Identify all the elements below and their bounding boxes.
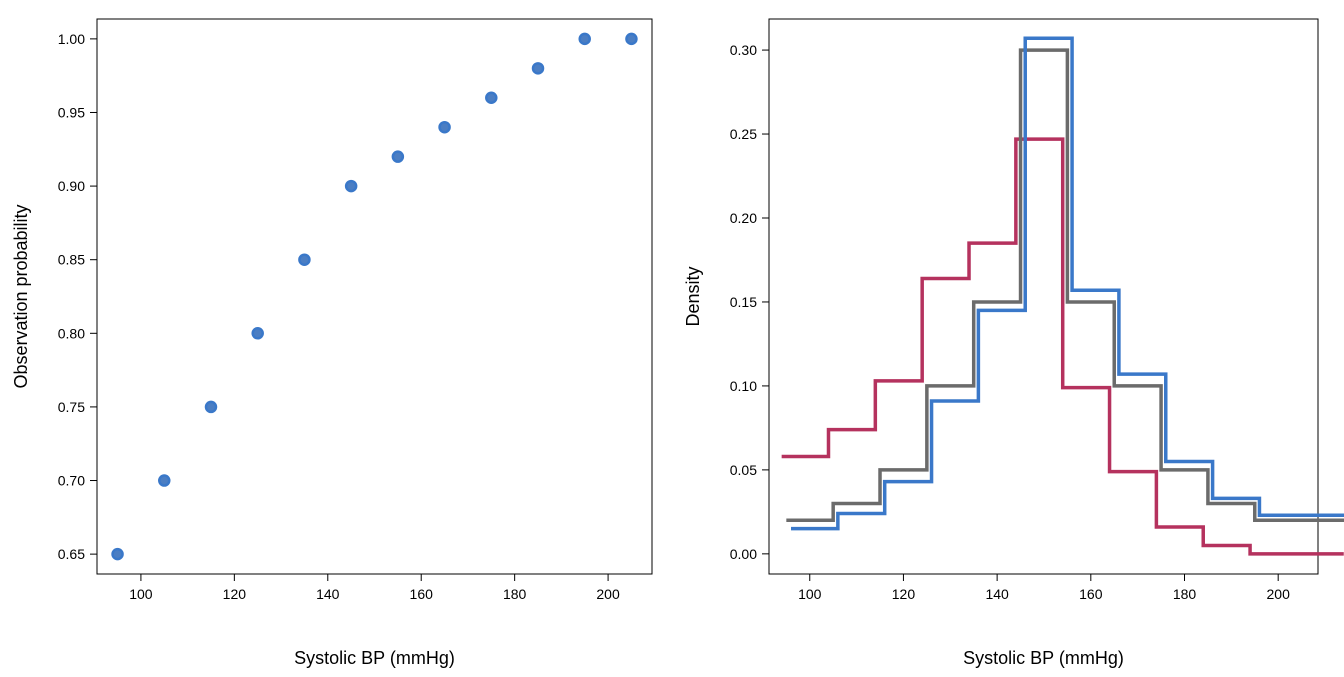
left-y-tick-label: 0.70 bbox=[58, 473, 85, 489]
left-y-tick-label: 0.95 bbox=[58, 104, 85, 120]
right-plot-frame bbox=[768, 18, 1319, 575]
data-point bbox=[251, 327, 264, 340]
right-y-tick-label: 0.15 bbox=[730, 294, 757, 310]
left-y-tick-label: 0.75 bbox=[58, 399, 85, 415]
right-y-axis: 0.00 0.05 0.10 0.15 0.20 0.25 0.30 bbox=[730, 42, 769, 562]
left-y-tick-label: 1.00 bbox=[58, 31, 85, 47]
right-x-axis-label: Systolic BP (mmHg) bbox=[963, 648, 1124, 668]
left-x-axis-label: Systolic BP (mmHg) bbox=[294, 648, 455, 668]
right-y-tick-label: 0.20 bbox=[730, 210, 757, 226]
left-x-tick-label: 160 bbox=[410, 586, 434, 602]
right-y-tick-label: 0.30 bbox=[730, 42, 757, 58]
right-x-axis: 100 120 140 160 180 200 bbox=[798, 574, 1290, 602]
left-y-tick-label: 0.85 bbox=[58, 252, 85, 268]
left-x-tick-label: 100 bbox=[129, 586, 153, 602]
right-y-tick-label: 0.00 bbox=[730, 546, 757, 562]
left-panel-scatter: 100 120 140 160 180 200 0.650.700.750.800.850… bbox=[11, 18, 653, 668]
data-point bbox=[391, 150, 405, 163]
right-y-axis-label: Density bbox=[683, 266, 703, 326]
left-x-tick-label: 200 bbox=[596, 586, 620, 602]
left-x-tick-label: 180 bbox=[503, 586, 527, 602]
right-y-tick-label: 0.25 bbox=[730, 126, 757, 142]
right-x-tick-label: 100 bbox=[798, 586, 822, 602]
data-point bbox=[485, 91, 498, 105]
data-point bbox=[344, 179, 358, 193]
left-plot-frame bbox=[96, 18, 653, 575]
data-point bbox=[438, 120, 451, 134]
left-x-tick-label: 140 bbox=[316, 586, 340, 602]
data-point bbox=[531, 62, 545, 75]
left-y-tick-label: 0.65 bbox=[58, 546, 85, 562]
right-y-tick-label: 0.05 bbox=[730, 462, 757, 478]
data-point bbox=[111, 547, 124, 561]
data-point bbox=[625, 32, 638, 46]
data-point bbox=[298, 253, 311, 266]
left-data-points bbox=[111, 32, 638, 561]
left-y-axis: 0.65 0.70 0.75 0.80 0.85 0.90 0.95 1.00 bbox=[58, 31, 97, 562]
left-x-axis: 100 120 140 160 180 200 bbox=[129, 574, 620, 602]
density-series-2 bbox=[786, 48, 1344, 523]
left-y-tick-label: 0.80 bbox=[58, 325, 85, 341]
right-density-steps bbox=[781, 36, 1344, 556]
right-x-tick-label: 120 bbox=[892, 586, 916, 602]
right-panel-step-density: 100 120 140 160 180 200 0.000.050.100.150.200… bbox=[683, 18, 1344, 668]
right-x-tick-label: 200 bbox=[1267, 586, 1291, 602]
left-y-tick-label: 0.90 bbox=[58, 178, 85, 194]
right-x-tick-label: 140 bbox=[985, 586, 1009, 602]
density-series-1 bbox=[781, 137, 1344, 556]
data-point bbox=[204, 400, 218, 414]
data-point bbox=[578, 32, 591, 46]
right-x-tick-label: 180 bbox=[1173, 586, 1197, 602]
right-x-tick-label: 160 bbox=[1079, 586, 1103, 602]
left-x-tick-label: 120 bbox=[223, 586, 247, 602]
density-series-3 bbox=[791, 36, 1344, 531]
right-y-tick-label: 0.10 bbox=[730, 378, 757, 394]
left-y-axis-label: Observation probability bbox=[11, 204, 31, 388]
data-point bbox=[158, 474, 171, 487]
